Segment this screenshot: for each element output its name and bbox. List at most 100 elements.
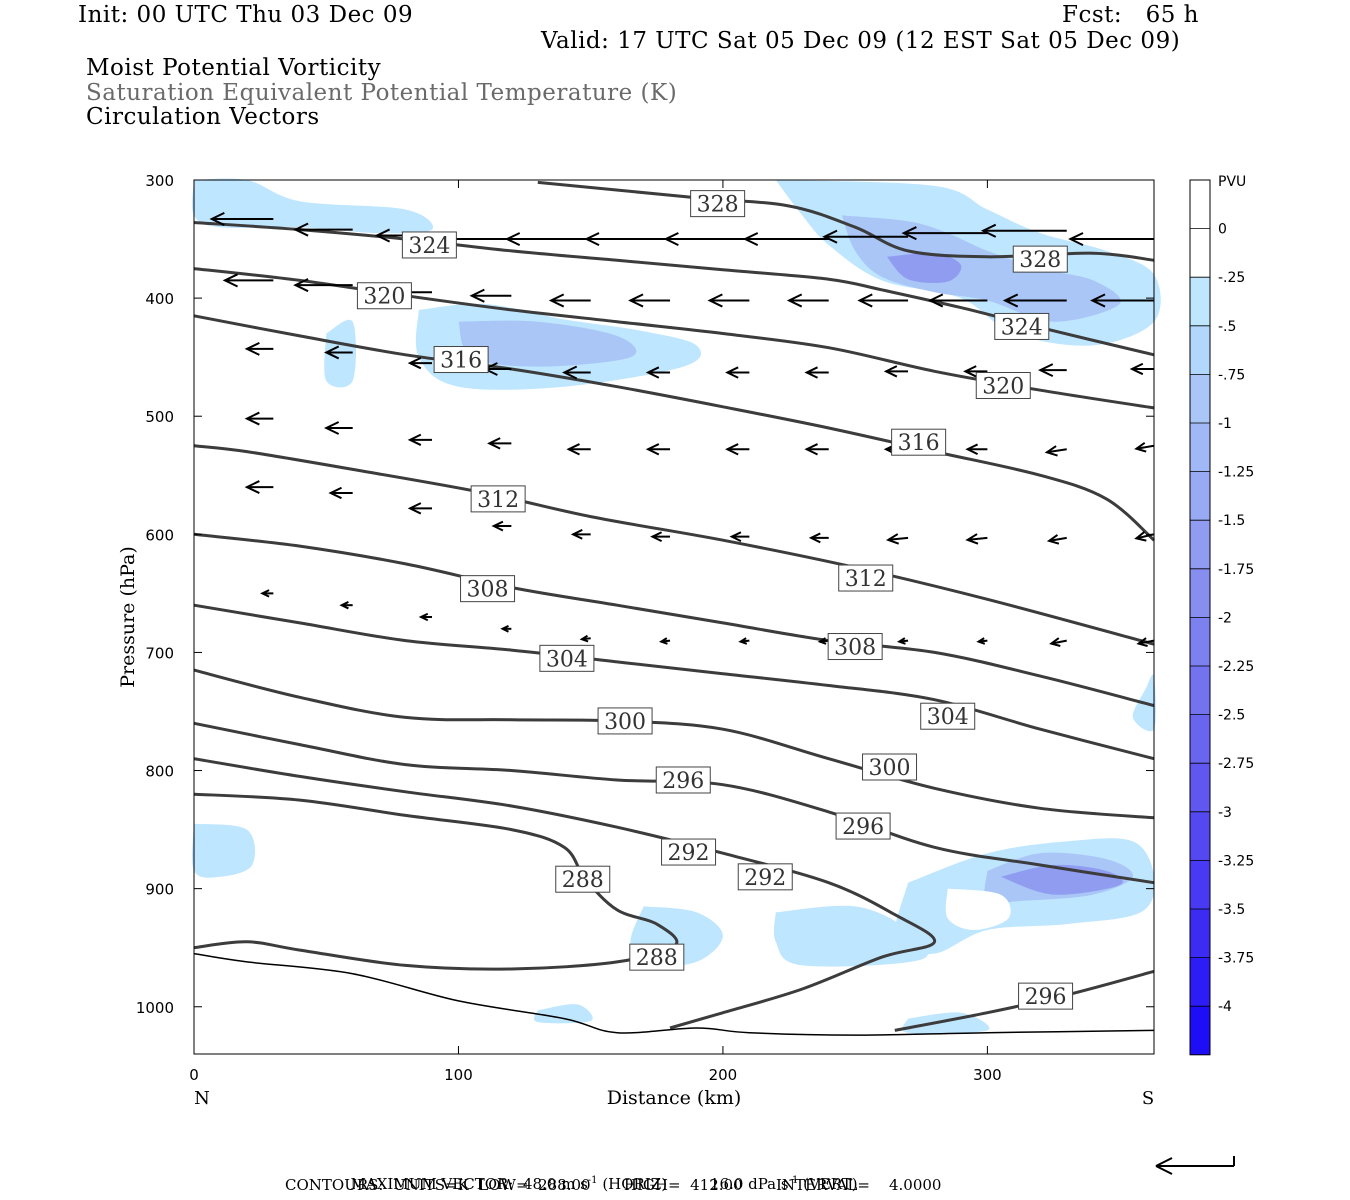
vector-head: [244, 480, 260, 494]
vector-head: [584, 232, 600, 247]
colorbar-swatch-1: [1190, 228, 1210, 278]
vector-61: [339, 601, 353, 610]
vector-head: [817, 637, 827, 645]
contour-label-box: [838, 564, 894, 592]
contour-label-18: 296: [1018, 982, 1074, 1010]
contour-label-box: [470, 485, 526, 513]
vector-64: [579, 634, 591, 643]
colorbar-label: -3.5: [1218, 902, 1245, 918]
vector-head: [725, 443, 739, 456]
vector-12: [222, 273, 274, 288]
contour-label-box: [1018, 982, 1074, 1010]
contour-label-6: 316: [433, 346, 489, 374]
vector-60: [260, 589, 274, 598]
colorbar: 0 -.25 -.5 -.75 -1 -1.25 -1.5 -1.75 -2 -2.25 -2.5 -…: [1189, 179, 1254, 1056]
vector-38: [407, 433, 433, 446]
contour-label-box: [433, 346, 489, 374]
vector-58: [1046, 534, 1067, 545]
vector-65: [658, 637, 671, 645]
vector-head: [885, 533, 900, 545]
colorbar-swatch-15: [1190, 909, 1210, 958]
vector-head: [1038, 363, 1054, 378]
vert-value: 16.0 dPa s: [709, 1175, 789, 1193]
vector-26: [407, 356, 433, 370]
plot-frame: [193, 179, 1155, 1055]
y-tick-label: 900: [145, 881, 174, 899]
contour-label-16: 296: [655, 766, 711, 794]
contour-label-box: [920, 702, 976, 730]
vector-head: [1134, 442, 1147, 453]
contour-324-1: [193, 221, 1155, 357]
pv-region-5: [458, 320, 637, 367]
vector-1: [293, 222, 353, 237]
contour-label-box: [460, 575, 516, 603]
contour-label-box: [835, 812, 891, 840]
vector-head: [561, 365, 578, 380]
contour-288-10: [193, 792, 679, 971]
vector-head: [570, 528, 583, 540]
y-tick-label: 300: [145, 172, 174, 190]
vector-head: [222, 273, 238, 288]
vector-8: [822, 229, 909, 244]
vector-66: [738, 637, 750, 645]
vector-62: [418, 612, 433, 622]
colorbar-swatch-17: [1190, 1006, 1210, 1055]
contour-label-text: 308: [834, 636, 876, 661]
contour-label-text: 312: [477, 488, 519, 513]
vector-head: [965, 443, 979, 456]
contour-label-box: [539, 644, 595, 672]
vector-34: [1038, 363, 1067, 378]
vector-63: [500, 625, 512, 633]
contour-label-text: 304: [927, 705, 969, 730]
colorbar-label: 0: [1218, 222, 1227, 238]
colorbar-label: -.5: [1218, 319, 1236, 335]
x-tick-label: 100: [444, 1066, 473, 1084]
pv-region-6: [324, 319, 356, 388]
contour-label-box: [655, 766, 711, 794]
contour-label-text: 300: [604, 710, 646, 735]
vector-head: [566, 443, 580, 456]
vector-head: [579, 634, 589, 643]
pv-region-3: [886, 252, 962, 283]
vector-head: [963, 365, 977, 378]
vector-10: [980, 223, 1067, 238]
vector-55: [808, 532, 829, 544]
colorbar-label: -2.75: [1218, 756, 1254, 772]
vector-head: [1134, 531, 1147, 542]
contour-label-11: 308: [827, 633, 883, 661]
contour-label-22: 288: [629, 943, 685, 971]
vector-head: [658, 637, 668, 645]
vector-70: [1049, 637, 1067, 647]
vector-15: [469, 288, 512, 303]
max-vector-line: MAXIMUM VECTOR: 48.0 m s-1 (HORIZ) 16.0 …: [341, 1157, 858, 1193]
vector-head: [487, 437, 501, 450]
vector-51: [491, 520, 512, 532]
contour-label-text: 308: [467, 578, 509, 603]
vector-head: [260, 589, 270, 598]
colorbar-swatch-16: [1190, 957, 1210, 1007]
vector-shaft: [967, 536, 988, 541]
contour-label-7: 316: [891, 428, 947, 456]
x-tick-label: 200: [709, 1066, 738, 1084]
vector-head: [504, 232, 521, 247]
colorbar-swatch-14: [1190, 860, 1210, 909]
vector-head: [469, 288, 485, 303]
contour-label-17: 296: [835, 812, 891, 840]
vector-16: [548, 293, 591, 308]
contour-label-12: 304: [539, 644, 595, 672]
vector-head: [976, 637, 986, 645]
contour-label-text: 320: [982, 375, 1024, 400]
vector-shaft: [1136, 444, 1155, 450]
vector-head: [407, 356, 422, 370]
contour-312-4: [193, 444, 1155, 646]
vector-54: [729, 531, 750, 543]
contour-label-13: 304: [920, 702, 976, 730]
horiz-exponent: -1: [587, 1175, 598, 1186]
contour-label-text: 296: [842, 815, 884, 840]
pv-region-14: [533, 1004, 593, 1024]
vector-39: [487, 437, 512, 450]
vector-head: [808, 532, 821, 544]
vector-head: [980, 223, 997, 238]
contour-label-box: [661, 838, 717, 866]
contour-label-box: [975, 372, 1031, 400]
